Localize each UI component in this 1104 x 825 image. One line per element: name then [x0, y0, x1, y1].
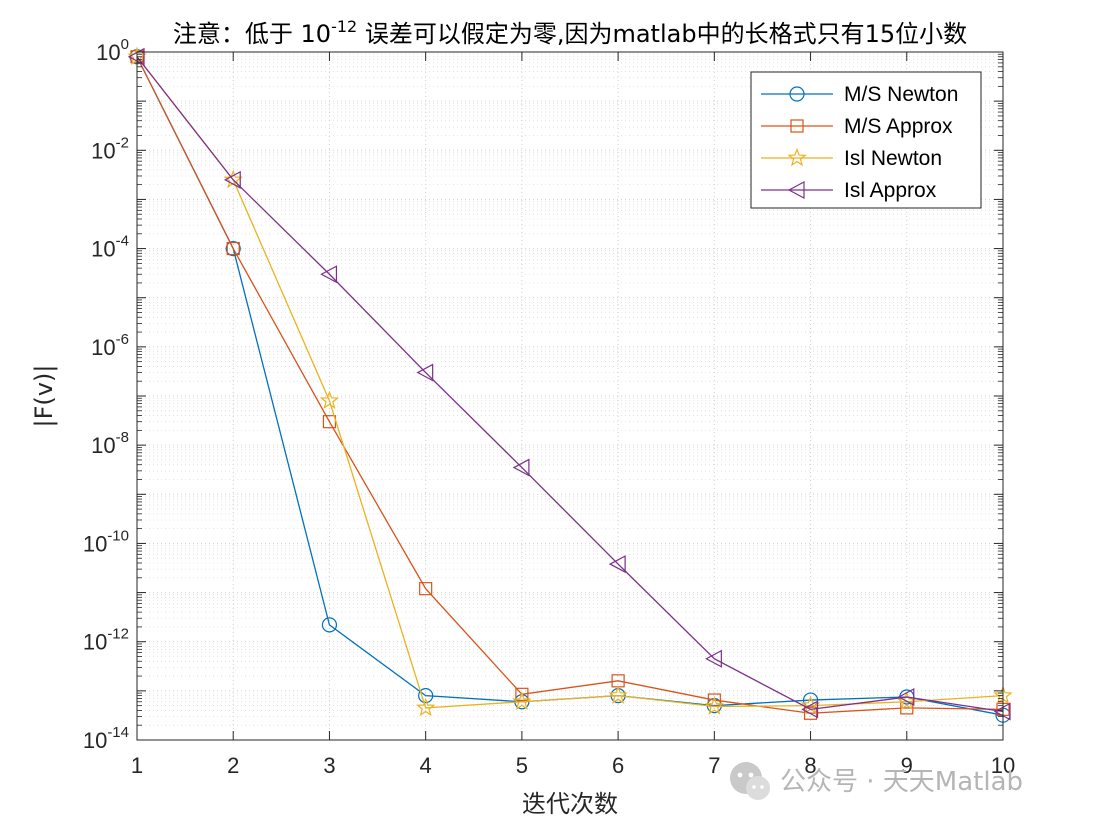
series-isl-approx [127, 47, 1011, 721]
legend-label-isl-newton: Isl Newton [844, 147, 942, 170]
data-point-isl-newton [897, 691, 917, 711]
data-point-isl-newton [319, 390, 340, 410]
y-axis-label: |F(v)| [30, 365, 58, 428]
data-point-m-s-approx [226, 241, 240, 256]
y-tick-label: 10-14 [83, 724, 129, 753]
legend-marker-isl-newton [787, 147, 807, 167]
x-tick-label: 3 [323, 753, 335, 778]
y-tick-label: 10-2 [91, 134, 129, 163]
data-point-isl-newton [512, 691, 532, 711]
data-point-isl-approx [608, 555, 626, 574]
x-tick-label: 10 [991, 753, 1015, 778]
x-tick-label: 7 [708, 753, 720, 778]
legend-marker-m-s-approx [790, 119, 804, 133]
x-tick-label: 5 [516, 753, 528, 778]
legend-label-m-s-newton: M/S Newton [844, 83, 958, 106]
data-point-m-s-newton [418, 688, 434, 704]
axis-ticks [136, 51, 1004, 741]
y-tick-label: 10-12 [83, 626, 129, 655]
x-tick-label: 2 [227, 753, 239, 778]
legend-marker-isl-approx [787, 181, 805, 199]
series-line-m-s-approx [136, 56, 1004, 714]
y-tick-labels: 10-14 10-12 10-10 10-8 10-6 10-4 10-2 100 [83, 36, 129, 753]
data-point-isl-approx [897, 687, 915, 706]
wechat-icon [730, 762, 770, 800]
data-point-isl-approx [416, 363, 434, 382]
data-point-isl-approx [512, 458, 530, 477]
chart-title: 注意：低于 10-12 误差可以假定为零,因为matlab中的长格式只有15位小… [173, 17, 967, 48]
x-tick-label: 8 [804, 753, 816, 778]
y-tick-label: 10-6 [91, 331, 129, 360]
y-tick-label: 10-4 [91, 233, 129, 262]
y-tick-label: 10-10 [83, 527, 129, 556]
legend: M/S Newton M/S Approx Isl Newton Isl Approx [750, 71, 982, 209]
data-point-m-s-approx [515, 687, 529, 701]
legend-box [750, 71, 982, 209]
watermark-text: 公众号 · 天天Matlab [780, 767, 1023, 797]
data-point-m-s-approx [803, 706, 818, 720]
data-point-isl-approx [705, 649, 722, 668]
data-point-isl-approx [320, 265, 338, 284]
series-layer [127, 46, 1013, 723]
legend-marker-m-s-newton [789, 86, 805, 102]
x-axis-label: 迭代次数 [522, 790, 618, 818]
series-line-isl-approx [136, 56, 1004, 713]
data-point-isl-newton [608, 685, 628, 704]
y-tick-label: 100 [96, 36, 129, 65]
legend-label-m-s-approx: M/S Approx [844, 115, 953, 138]
data-point-m-s-newton [225, 240, 241, 257]
x-tick-label: 1 [131, 753, 143, 778]
watermark: 公众号 · 天天Matlab [730, 762, 1023, 800]
data-point-m-s-approx [419, 582, 433, 596]
data-point-isl-approx [801, 700, 819, 719]
data-point-m-s-newton [321, 617, 338, 633]
data-point-isl-approx [223, 170, 241, 189]
x-tick-label: 9 [901, 753, 913, 778]
data-point-isl-newton [704, 696, 725, 715]
data-point-isl-newton [415, 697, 436, 717]
major-grid [136, 51, 1004, 741]
x-tick-labels: 1 2 3 4 5 6 7 8 9 10 [131, 753, 1015, 778]
legend-label-isl-approx: Isl Approx [844, 179, 937, 202]
y-tick-label: 10-8 [91, 429, 129, 458]
minor-grid [137, 53, 1003, 726]
x-tick-label: 6 [612, 753, 624, 778]
x-tick-label: 4 [420, 753, 432, 778]
